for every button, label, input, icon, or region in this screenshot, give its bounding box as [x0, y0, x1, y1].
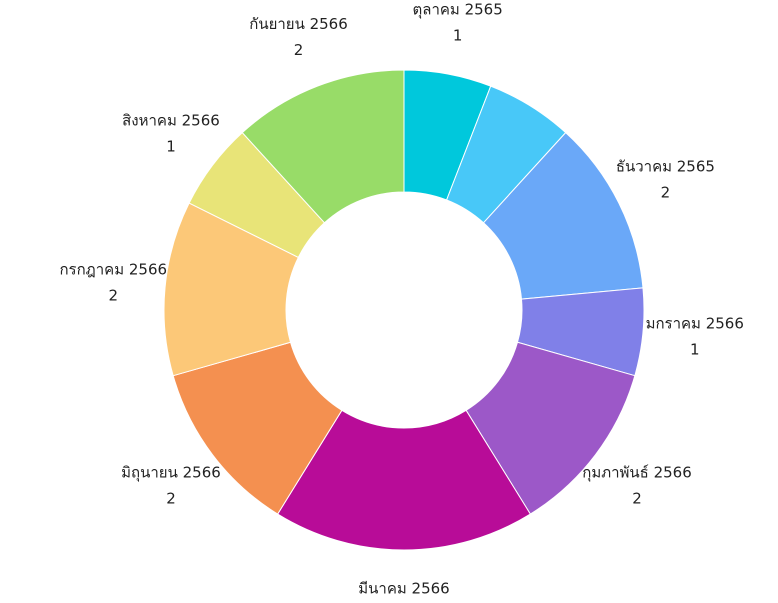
slice-label: มกราคม 2566	[646, 314, 744, 332]
slice-value: 1	[166, 138, 176, 156]
slice-label: กันยายน 2566	[249, 15, 348, 33]
slice-value: 2	[108, 287, 118, 305]
slice-label: ตุลาคม 2565	[413, 0, 503, 19]
slice-value: 1	[453, 26, 463, 44]
slice-label: กุมภาพันธ์ 2566	[582, 463, 692, 482]
slice-value: 1	[690, 340, 700, 358]
donut-slice	[276, 409, 532, 551]
slice-label: กรกฎาคม 2566	[59, 261, 167, 279]
slice-value: 2	[166, 489, 176, 507]
slice-value: 2	[294, 41, 304, 59]
slice-value: 2	[632, 489, 642, 507]
slice-label: มีนาคม 2566	[358, 580, 449, 598]
slice-label: สิงหาคม 2566	[122, 112, 220, 130]
slice-label: มิถุนายน 2566	[121, 463, 221, 482]
slice-value: 2	[661, 183, 671, 201]
donut-slice	[241, 69, 405, 224]
slice-label: ธันวาคม 2565	[616, 157, 715, 175]
